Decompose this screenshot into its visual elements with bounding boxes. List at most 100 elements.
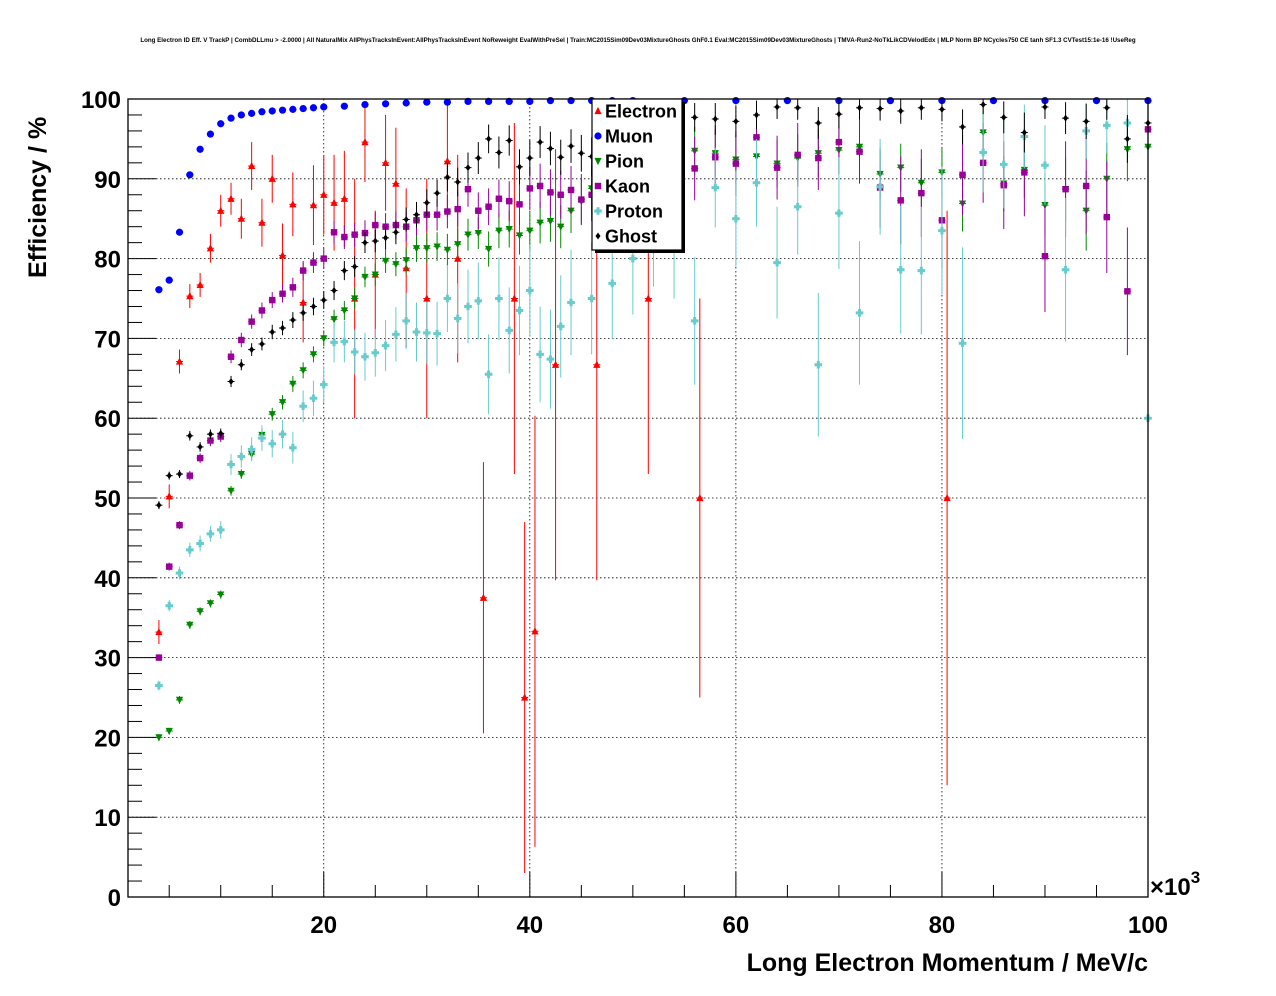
marker xyxy=(1062,185,1069,193)
ghost-point xyxy=(206,429,214,439)
electron-point xyxy=(521,521,529,874)
ghost-point xyxy=(546,131,554,166)
marker xyxy=(1103,213,1110,221)
ghost-point xyxy=(176,470,184,479)
marker xyxy=(794,151,801,159)
proton-point xyxy=(392,307,400,362)
marker xyxy=(1041,253,1049,260)
marker xyxy=(517,163,523,171)
ghost-point xyxy=(732,105,740,138)
pion-point xyxy=(495,213,503,249)
marker xyxy=(1104,104,1110,112)
marker xyxy=(402,317,410,325)
marker xyxy=(999,160,1008,169)
ghost-point xyxy=(557,139,565,175)
marker xyxy=(290,316,296,324)
chart-title: Long Electron ID Eff. V TrackP | CombDLL… xyxy=(140,37,1136,44)
marker xyxy=(320,255,327,262)
electron-point xyxy=(510,122,518,475)
proton-point xyxy=(464,269,472,344)
marker xyxy=(537,138,543,146)
marker xyxy=(444,208,451,215)
y-tick-label: 80 xyxy=(94,247,121,274)
kaon-point xyxy=(505,181,513,222)
pion-point xyxy=(289,375,297,392)
marker xyxy=(238,361,244,369)
marker xyxy=(423,245,431,253)
marker xyxy=(855,309,864,317)
marker xyxy=(526,286,534,295)
marker xyxy=(464,185,472,193)
kaon-point xyxy=(351,222,359,247)
marker xyxy=(196,454,204,462)
electron-point xyxy=(258,198,266,247)
muon-point xyxy=(402,99,410,107)
muon-point xyxy=(886,96,895,105)
series-muon xyxy=(155,96,1152,294)
proton-point xyxy=(711,147,720,228)
ghost-point xyxy=(320,291,328,309)
muon-point xyxy=(227,114,235,122)
kaon-point xyxy=(196,453,204,463)
marker xyxy=(443,157,451,165)
muon-point xyxy=(206,130,215,138)
marker xyxy=(175,569,184,577)
ghost-point xyxy=(258,337,266,351)
marker xyxy=(155,627,163,636)
marker xyxy=(248,161,256,170)
muon-point xyxy=(289,105,297,113)
pion-point xyxy=(443,233,451,266)
kaon-point xyxy=(309,252,317,273)
marker xyxy=(309,394,318,403)
muon-point xyxy=(165,276,173,284)
marker xyxy=(207,430,213,438)
marker xyxy=(475,207,482,214)
marker xyxy=(381,100,390,108)
marker xyxy=(443,98,451,106)
kaon-point xyxy=(299,260,307,281)
y-tick-label: 60 xyxy=(94,406,121,433)
proton-point xyxy=(155,680,163,691)
kaon-point xyxy=(485,188,493,226)
marker xyxy=(361,273,369,282)
marker xyxy=(351,231,358,238)
marker xyxy=(278,251,287,259)
pion-point xyxy=(320,330,328,347)
marker xyxy=(258,108,266,116)
kaon-point xyxy=(536,163,544,209)
proton-point xyxy=(958,247,967,439)
marker xyxy=(155,654,163,661)
marker xyxy=(196,608,204,616)
marker xyxy=(474,297,483,305)
marker xyxy=(216,526,225,534)
marker xyxy=(299,402,307,411)
marker xyxy=(593,360,601,368)
marker xyxy=(1021,129,1027,137)
marker xyxy=(568,142,574,150)
marker xyxy=(175,696,184,704)
marker xyxy=(958,339,967,347)
ghost-point xyxy=(752,100,760,130)
marker xyxy=(381,341,390,350)
kaon-point xyxy=(773,135,781,200)
marker xyxy=(237,214,245,222)
marker xyxy=(340,102,348,110)
kaon-point xyxy=(557,170,565,219)
marker xyxy=(381,158,390,166)
marker xyxy=(269,296,276,304)
marker xyxy=(691,165,698,172)
proton-point xyxy=(526,244,534,337)
proton-point xyxy=(309,380,318,416)
electron-point xyxy=(268,154,276,203)
proton-point xyxy=(505,287,514,374)
ghost-point xyxy=(1082,103,1090,139)
ghost-point xyxy=(186,430,194,441)
marker xyxy=(227,114,235,122)
electron-point xyxy=(289,172,297,237)
proton-point xyxy=(289,431,297,464)
marker xyxy=(496,148,502,156)
marker xyxy=(578,196,585,203)
legend-label: Ghost xyxy=(605,227,657,247)
muon-point xyxy=(423,98,431,106)
